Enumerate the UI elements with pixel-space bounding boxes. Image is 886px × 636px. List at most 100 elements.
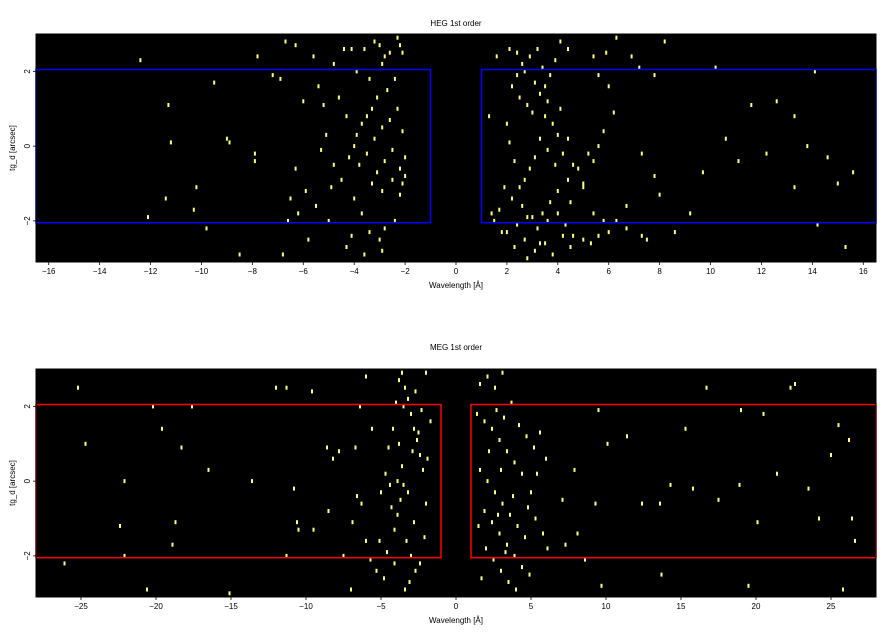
- data-point: [544, 84, 547, 89]
- data-point: [526, 256, 529, 261]
- heg-panel: −16 −14 −12 −10 −8 −6 −4 −2 0 2 4 6 8 10 12 14 16 −2 0 2 HEG…: [8, 19, 877, 290]
- x-tick-label: −6: [299, 267, 309, 276]
- x-tick-label: −2: [401, 267, 411, 276]
- data-point: [422, 467, 424, 472]
- data-point: [401, 464, 403, 469]
- data-point: [536, 226, 539, 231]
- data-point: [607, 230, 610, 235]
- data-point: [169, 140, 172, 145]
- data-point: [511, 196, 513, 201]
- data-point: [376, 95, 379, 100]
- data-point: [528, 54, 531, 59]
- data-point: [705, 385, 708, 390]
- data-point: [425, 501, 427, 506]
- x-axis-label: Wavelength [Å]: [429, 616, 483, 625]
- data-point: [549, 73, 552, 78]
- data-point: [692, 486, 694, 491]
- data-point: [564, 542, 567, 547]
- data-point: [238, 252, 241, 257]
- data-point: [559, 39, 562, 44]
- x-tick-label: 15: [677, 602, 686, 611]
- data-point: [275, 385, 277, 390]
- data-point: [818, 516, 820, 521]
- x-tick-label: 14: [808, 267, 817, 276]
- data-point: [521, 203, 524, 208]
- data-point: [396, 106, 399, 111]
- data-point: [765, 151, 768, 156]
- data-point: [738, 482, 741, 487]
- data-point: [533, 248, 536, 253]
- data-point: [395, 400, 397, 405]
- data-point: [567, 136, 569, 141]
- data-point: [256, 54, 259, 59]
- data-point: [830, 453, 832, 457]
- data-point: [844, 245, 847, 249]
- data-point: [762, 411, 765, 416]
- data-point: [584, 557, 586, 562]
- data-point: [554, 162, 557, 167]
- data-point: [146, 587, 148, 592]
- x-tick-label: −5: [376, 602, 386, 611]
- data-point: [582, 237, 585, 242]
- data-point: [355, 69, 358, 74]
- data-point: [350, 47, 353, 51]
- data-point: [539, 241, 541, 246]
- data-point: [477, 524, 480, 528]
- data-point: [501, 501, 504, 506]
- data-point: [572, 233, 575, 238]
- data-point: [476, 411, 478, 416]
- data-point: [592, 211, 595, 216]
- data-point: [312, 527, 315, 532]
- data-point: [852, 170, 855, 175]
- data-point: [569, 245, 572, 249]
- data-point: [411, 449, 414, 454]
- data-point: [363, 252, 366, 257]
- x-tick-label: −10: [195, 267, 209, 276]
- x-tick-label: 6: [607, 267, 612, 276]
- data-point: [569, 200, 572, 205]
- data-point: [296, 520, 298, 525]
- data-point: [123, 553, 126, 558]
- data-point: [526, 103, 529, 107]
- data-point: [556, 189, 559, 193]
- data-point: [527, 505, 529, 510]
- data-point: [383, 54, 386, 59]
- data-point: [391, 177, 394, 182]
- data-point: [356, 494, 358, 499]
- data-point: [404, 155, 407, 160]
- data-point: [365, 538, 367, 543]
- data-point: [373, 136, 376, 141]
- data-point: [386, 88, 389, 93]
- data-point: [658, 192, 661, 197]
- data-point: [506, 449, 508, 454]
- data-point: [350, 233, 353, 238]
- data-point: [836, 181, 839, 186]
- data-point: [488, 114, 491, 119]
- data-point: [600, 583, 603, 588]
- data-point: [191, 404, 193, 409]
- data-point: [332, 162, 335, 167]
- data-point: [546, 218, 549, 223]
- data-point: [425, 370, 427, 375]
- data-point: [326, 445, 328, 450]
- data-point: [539, 430, 541, 435]
- y-axis-label: tg_d [arcsec]: [8, 460, 17, 506]
- data-point: [534, 516, 537, 521]
- x-tick-label: 16: [859, 267, 868, 276]
- data-point: [640, 151, 643, 156]
- data-point: [332, 456, 334, 461]
- data-point: [207, 467, 210, 472]
- data-point: [389, 482, 391, 487]
- y-axis-label: tg_d [arcsec]: [8, 125, 17, 171]
- data-point: [491, 520, 493, 525]
- data-point: [284, 39, 287, 44]
- data-point: [381, 125, 384, 130]
- data-point: [368, 230, 371, 235]
- data-point: [404, 385, 406, 390]
- data-point: [393, 76, 396, 81]
- data-point: [491, 426, 493, 431]
- data-point: [528, 572, 531, 577]
- data-point: [426, 456, 429, 461]
- data-point: [511, 84, 513, 89]
